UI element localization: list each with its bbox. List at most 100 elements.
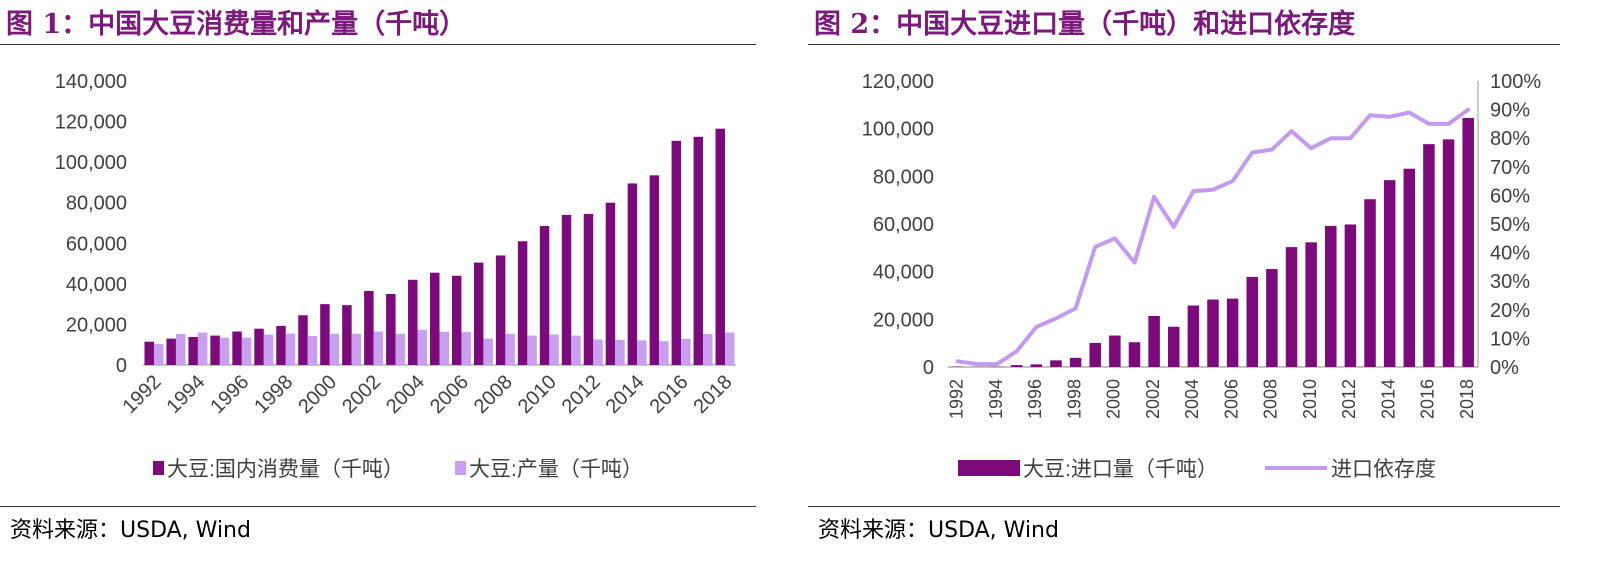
production-bar [615,339,625,365]
legend-swatch-production [455,461,466,475]
x-tick-label: 1994 [162,371,209,418]
import-bar [1266,269,1278,367]
y-tick-label: 40,000 [66,274,127,296]
y2-tick-label: 100% [1490,71,1541,93]
import-bar [1089,342,1101,367]
figure-2-chart: 0 20,000 40,000 60,000 80,000 100,000 120,000 0… [862,71,1542,481]
production-bar [197,332,208,365]
y2-tick-label: 50% [1490,214,1530,236]
consumption-bar [495,255,506,365]
production-bar [417,329,428,365]
y2-tick-label: 0% [1490,357,1519,379]
y-tick-label: 140,000 [55,71,127,93]
production-bar [505,333,515,365]
x-tick-label: 2018 [690,371,737,418]
x-tick-label: 2014 [602,371,649,418]
production-bar [329,333,340,365]
import-bar [1442,139,1455,367]
x-tick-label: 2000 [294,371,341,418]
x-tick-label: 1998 [1064,379,1084,419]
import-bar [1148,315,1160,367]
production-bar [307,335,318,365]
x-tick-label: 2016 [646,371,693,418]
y2-tick-label: 40% [1490,243,1530,265]
legend-swatch-imports [958,460,1020,476]
y2-tick-label: 90% [1490,100,1530,122]
consumption-bar [473,262,484,365]
y-tick-label: 40,000 [873,262,934,284]
production-bar [461,332,471,365]
production-bar [351,333,362,365]
y-tick-label: 0 [923,357,934,379]
y2-tick-label: 80% [1490,128,1530,150]
figure-2-top-rule [808,44,1560,45]
import-bar [1030,364,1043,367]
consumption-bar [451,275,462,365]
consumption-bar [166,338,176,365]
import-bar [1423,144,1435,367]
import-bar [1325,225,1337,367]
production-bar [659,341,669,365]
import-bar [1462,117,1474,367]
production-bar [395,333,406,365]
dependence-line [955,107,1471,367]
y-tick-label: 80,000 [66,193,127,215]
x-tick-label: 2016 [1418,379,1438,419]
y-tick-label: 60,000 [66,233,127,255]
import-bar [1285,247,1298,367]
import-bar [1167,326,1180,367]
import-bar [1128,342,1141,367]
production-bar [263,334,274,365]
import-bar [1069,357,1082,367]
production-bar [483,338,493,365]
x-tick-label: 1998 [250,371,297,418]
figure-1-chart: 0 20,000 40,000 60,000 80,000 100,000 120,000 1… [55,71,737,481]
production-bar [219,337,230,365]
y-tick-label: 120,000 [55,112,127,134]
consumption-bar [693,136,704,365]
consumption-bar [561,214,572,365]
production-bar [549,334,559,365]
y2-tick-label: 20% [1490,300,1530,322]
consumption-bar [320,304,330,365]
import-bar [1109,335,1121,367]
figure-2-source: 资料来源：USDA, Wind [818,512,1059,544]
import-bar [1246,276,1259,367]
figure-2-bottom-rule [808,506,1560,507]
import-bar [1187,305,1200,367]
production-bar [439,331,449,365]
consumption-bar [188,337,198,365]
consumption-bar [649,175,660,365]
consumption-bar [254,328,264,365]
production-bar [285,333,296,365]
y-tick-label: 80,000 [873,166,934,188]
x-tick-label: 2014 [1378,379,1398,419]
y-tick-label: 0 [116,355,127,377]
consumption-bar [715,128,726,365]
consumption-bar [408,279,418,365]
import-bar [1383,180,1396,367]
consumption-bar [364,290,374,365]
production-bar [153,344,164,365]
y-tick-label: 20,000 [873,309,934,331]
import-bar [1010,365,1023,367]
legend-label-dependence: 进口依存度 [1331,458,1436,481]
legend-label-imports: 大豆:进口量（千吨） [1023,458,1218,481]
figure-1-source: 资料来源：USDA, Wind [10,512,251,544]
consumption-bar [276,325,286,365]
x-tick-label: 2004 [1182,379,1202,419]
y2-tick-label: 30% [1490,271,1530,293]
figure-2-title: 图 2：中国大豆进口量（千吨）和进口依存度 [814,9,1356,40]
x-tick-label: 1994 [986,379,1006,419]
figure-2-source-label: 资料来源： [818,518,929,543]
figure-2-panel: 图 2：中国大豆进口量（千吨）和进口依存度 0 20,000 40,000 60,00… [808,0,1613,566]
production-bar [175,333,186,365]
import-bar [1207,299,1219,367]
x-tick-label: 1992 [947,379,967,419]
consumption-bar [430,272,440,365]
consumption-bar [627,183,638,365]
figure-1-top-rule [0,44,756,45]
consumption-bar [232,331,242,365]
import-bar [1364,199,1376,367]
x-tick-label: 1996 [206,371,253,418]
